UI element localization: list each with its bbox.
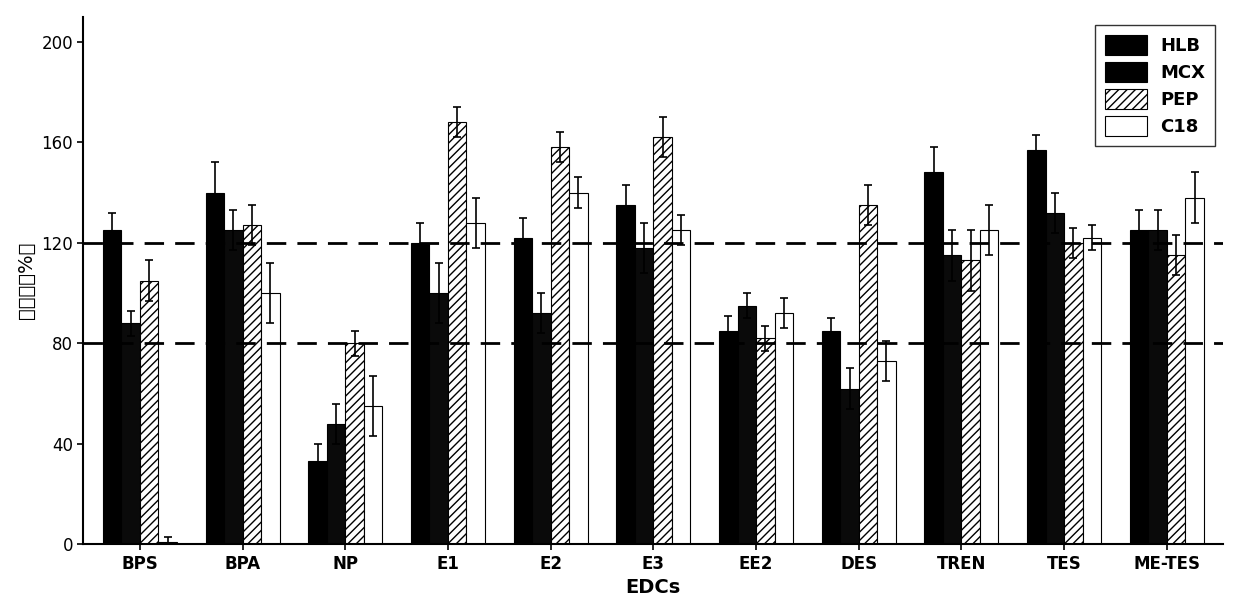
Bar: [466, 223, 485, 545]
Bar: [719, 331, 738, 545]
Bar: [653, 138, 672, 545]
Bar: [309, 462, 327, 545]
Bar: [616, 205, 635, 545]
Legend: HLB, MCX, PEP, C18: HLB, MCX, PEP, C18: [1095, 25, 1215, 146]
Bar: [1148, 230, 1167, 545]
Bar: [448, 122, 466, 545]
Bar: [363, 406, 382, 545]
Bar: [672, 230, 691, 545]
Bar: [1130, 230, 1148, 545]
Bar: [738, 306, 756, 545]
Bar: [140, 281, 159, 545]
Bar: [822, 331, 841, 545]
Bar: [262, 293, 279, 545]
Bar: [1185, 198, 1204, 545]
Bar: [513, 238, 532, 545]
Bar: [206, 193, 224, 545]
Bar: [1064, 243, 1083, 545]
Bar: [551, 147, 569, 545]
Bar: [1045, 212, 1064, 545]
Bar: [841, 389, 859, 545]
Bar: [327, 424, 345, 545]
Bar: [1083, 238, 1101, 545]
Bar: [942, 255, 961, 545]
Bar: [243, 225, 262, 545]
Bar: [756, 338, 775, 545]
Bar: [410, 243, 429, 545]
Bar: [961, 260, 980, 545]
Bar: [159, 542, 177, 545]
Bar: [775, 313, 794, 545]
Bar: [103, 230, 122, 545]
Bar: [635, 248, 653, 545]
Bar: [1167, 255, 1185, 545]
Bar: [1027, 150, 1045, 545]
Bar: [980, 230, 998, 545]
Bar: [859, 205, 877, 545]
Bar: [224, 230, 243, 545]
Bar: [429, 293, 448, 545]
Bar: [877, 361, 895, 545]
Bar: [925, 173, 942, 545]
Y-axis label: 回收率（%）: 回收率（%）: [16, 242, 36, 319]
Bar: [569, 193, 588, 545]
Bar: [345, 343, 363, 545]
Bar: [532, 313, 551, 545]
Bar: [122, 323, 140, 545]
X-axis label: EDCs: EDCs: [626, 578, 681, 597]
